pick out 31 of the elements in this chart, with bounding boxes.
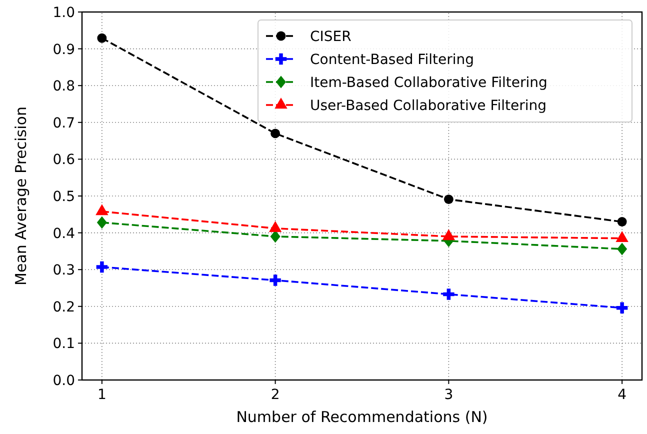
y-tick-label: 0.0 [52, 373, 75, 389]
y-tick-label: 0.6 [52, 152, 76, 168]
point [617, 217, 627, 226]
x-tick-label: 2 [270, 387, 280, 403]
point [270, 274, 281, 286]
legend-label: CISER [310, 29, 352, 45]
y-tick-label: 0.9 [52, 42, 75, 58]
y-tick-label: 0.8 [52, 78, 75, 95]
point [443, 288, 454, 300]
point [270, 128, 280, 138]
y-tick-label: 0.3 [52, 262, 75, 279]
x-tick-label: 3 [444, 387, 454, 403]
y-tick-label: 0.5 [52, 189, 75, 205]
point [444, 194, 454, 204]
point [96, 261, 108, 273]
y-tick-label: 0.4 [52, 226, 76, 242]
point [617, 242, 628, 256]
y-tick-label: 1.0 [52, 5, 75, 21]
x-axis-title: Number of Recommendations (N) [236, 408, 488, 426]
y-axis-title: Mean Average Precision [12, 106, 30, 286]
legend-label: Item-Based Collaborative Filtering [310, 75, 548, 91]
y-tick-label: 0.2 [52, 299, 75, 316]
x-tick-label: 4 [618, 387, 627, 403]
point [97, 33, 107, 43]
legend-label: User-Based Collaborative Filtering [310, 98, 547, 114]
point [616, 302, 628, 314]
y-tick-label: 0.7 [52, 115, 75, 132]
point [96, 216, 107, 229]
y-tick-label: 0.1 [52, 336, 75, 352]
legend-label: Content-Based Filtering [310, 52, 474, 68]
x-tick-label: 1 [97, 387, 106, 403]
